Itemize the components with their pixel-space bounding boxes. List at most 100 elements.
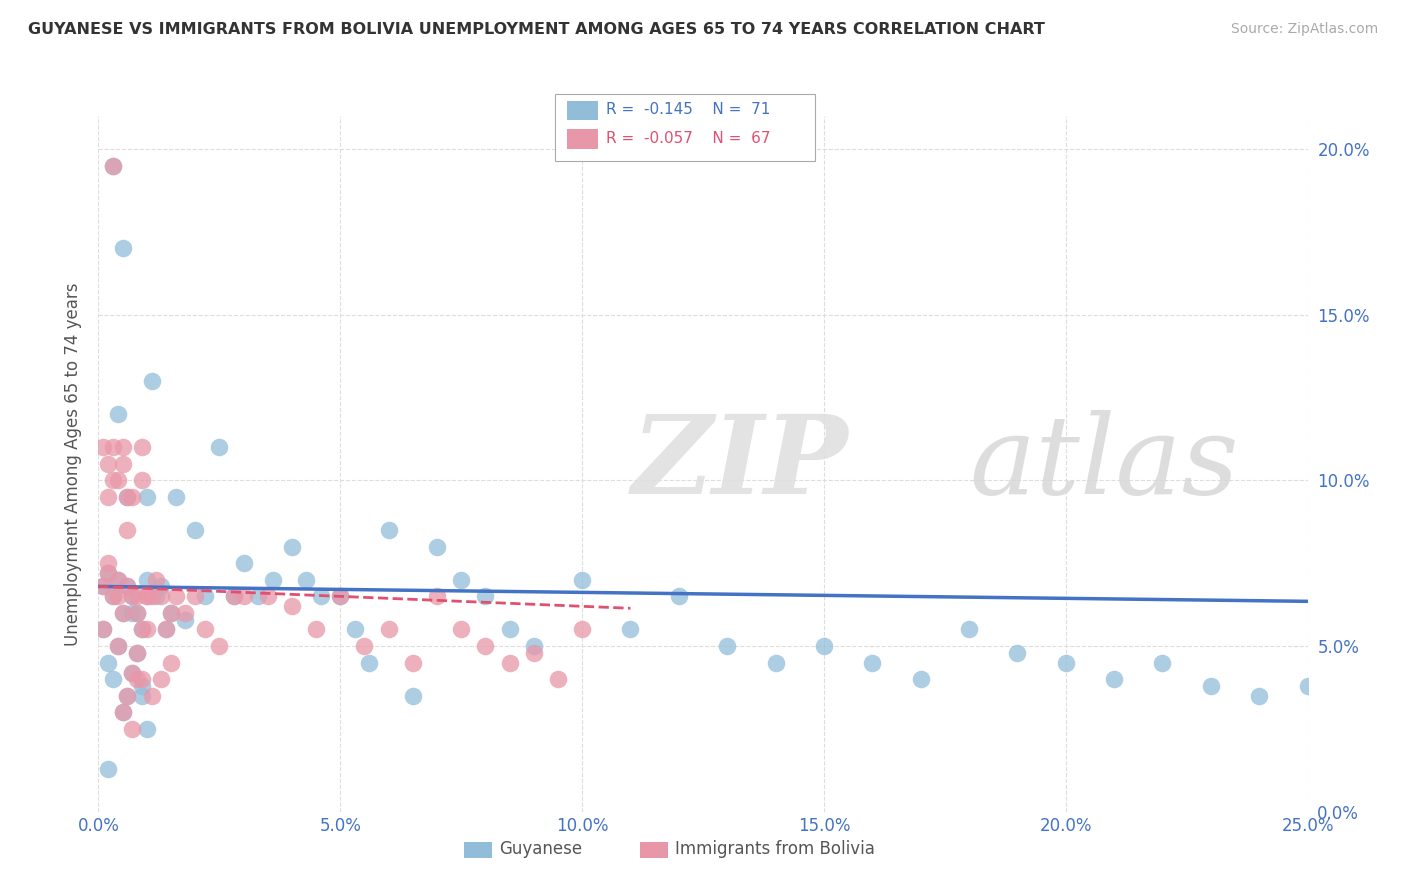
- Point: [135, 722, 157, 736]
- Text: R =  -0.145    N =  71: R = -0.145 N = 71: [606, 103, 770, 117]
- Point: [208, 639, 231, 653]
- Point: [402, 689, 425, 703]
- Point: [135, 590, 157, 604]
- Point: [547, 672, 569, 686]
- Point: [101, 590, 124, 604]
- Point: [1102, 672, 1125, 686]
- Point: [232, 556, 254, 570]
- Point: [150, 672, 173, 686]
- Point: [281, 599, 304, 614]
- Point: [111, 606, 134, 620]
- Point: [117, 579, 139, 593]
- Point: [121, 590, 143, 604]
- Point: [155, 623, 177, 637]
- Point: [117, 579, 139, 593]
- Point: [101, 672, 124, 686]
- Point: [309, 590, 332, 604]
- Point: [97, 762, 120, 776]
- Point: [107, 573, 129, 587]
- Point: [97, 556, 120, 570]
- Point: [353, 639, 375, 653]
- Point: [523, 639, 546, 653]
- Point: [860, 656, 883, 670]
- Point: [450, 573, 472, 587]
- Point: [571, 623, 593, 637]
- Point: [150, 579, 173, 593]
- Point: [194, 623, 217, 637]
- Point: [121, 490, 143, 504]
- Text: GUYANESE VS IMMIGRANTS FROM BOLIVIA UNEMPLOYMENT AMONG AGES 65 TO 74 YEARS CORRE: GUYANESE VS IMMIGRANTS FROM BOLIVIA UNEM…: [28, 22, 1045, 37]
- Point: [107, 407, 129, 421]
- Point: [232, 590, 254, 604]
- Point: [127, 646, 149, 660]
- Point: [208, 440, 231, 454]
- Point: [135, 623, 157, 637]
- Point: [121, 722, 143, 736]
- Point: [1249, 689, 1271, 703]
- Point: [343, 623, 366, 637]
- Point: [498, 623, 520, 637]
- Point: [91, 579, 114, 593]
- Point: [184, 523, 207, 537]
- Point: [377, 623, 399, 637]
- Point: [377, 523, 399, 537]
- Point: [111, 457, 134, 471]
- Point: [174, 613, 197, 627]
- Point: [127, 606, 149, 620]
- Point: [97, 490, 120, 504]
- Point: [107, 639, 129, 653]
- Y-axis label: Unemployment Among Ages 65 to 74 years: Unemployment Among Ages 65 to 74 years: [65, 282, 83, 646]
- Point: [111, 440, 134, 454]
- Point: [97, 656, 120, 670]
- Point: [97, 457, 120, 471]
- Point: [107, 590, 129, 604]
- Point: [131, 672, 153, 686]
- Point: [160, 656, 183, 670]
- Point: [1007, 646, 1029, 660]
- Point: [668, 590, 690, 604]
- Point: [121, 606, 143, 620]
- Point: [111, 706, 134, 720]
- Text: ZIP: ZIP: [631, 410, 848, 517]
- Point: [194, 590, 217, 604]
- Point: [97, 566, 120, 581]
- Point: [910, 672, 932, 686]
- Point: [1296, 679, 1319, 693]
- Point: [256, 590, 278, 604]
- Point: [97, 566, 120, 581]
- Point: [121, 590, 143, 604]
- Point: [101, 159, 124, 173]
- Point: [91, 579, 114, 593]
- Point: [127, 590, 149, 604]
- Point: [117, 490, 139, 504]
- Point: [127, 606, 149, 620]
- Point: [571, 573, 593, 587]
- Point: [305, 623, 328, 637]
- Point: [121, 665, 143, 680]
- Text: Source: ZipAtlas.com: Source: ZipAtlas.com: [1230, 22, 1378, 37]
- Point: [329, 590, 352, 604]
- Text: atlas: atlas: [969, 410, 1239, 517]
- Point: [111, 606, 134, 620]
- Point: [135, 590, 157, 604]
- Point: [91, 623, 114, 637]
- Point: [141, 590, 163, 604]
- Point: [101, 440, 124, 454]
- Point: [1054, 656, 1077, 670]
- Point: [121, 665, 143, 680]
- Point: [131, 623, 153, 637]
- Point: [131, 689, 153, 703]
- Point: [247, 590, 270, 604]
- Point: [474, 590, 496, 604]
- Point: [222, 590, 245, 604]
- Point: [127, 646, 149, 660]
- Point: [359, 656, 381, 670]
- Point: [184, 590, 207, 604]
- Point: [91, 623, 114, 637]
- Point: [295, 573, 318, 587]
- Point: [765, 656, 787, 670]
- Point: [145, 573, 167, 587]
- Point: [1152, 656, 1174, 670]
- Point: [131, 679, 153, 693]
- Text: R =  -0.057    N =  67: R = -0.057 N = 67: [606, 131, 770, 145]
